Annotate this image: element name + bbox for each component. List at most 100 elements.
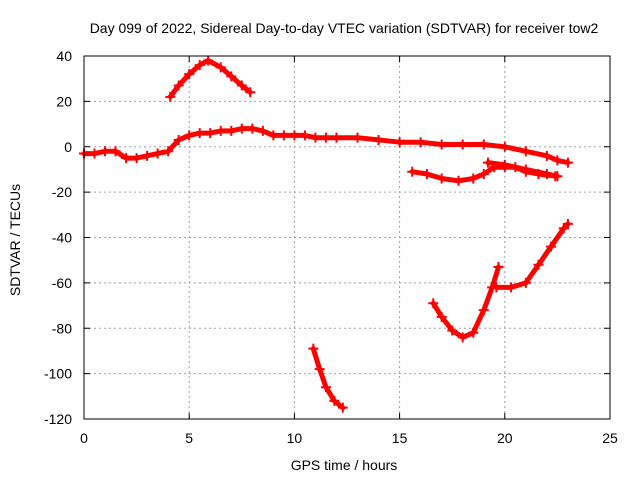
data-point (173, 80, 184, 91)
data-point (314, 364, 325, 375)
data-point (152, 148, 163, 159)
data-point (184, 69, 195, 80)
x-tick-label: 5 (185, 430, 193, 446)
data-point (421, 168, 432, 179)
data-point (236, 123, 247, 134)
data-point (89, 148, 100, 159)
x-tick-label: 10 (287, 430, 303, 446)
series-s5 (310, 346, 346, 411)
chart-title: Day 099 of 2022, Sidereal Day-to-day VTE… (90, 20, 599, 36)
data-point (415, 137, 426, 148)
data-point (100, 146, 111, 157)
data-point (320, 132, 331, 143)
data-point (478, 139, 489, 150)
data-point (329, 395, 340, 406)
y-tick-label: 0 (64, 139, 72, 155)
ticks-layer: 0 5 10 15 20 25 -120 -100 -80 -60 -40 -20 0 20 40 (44, 48, 618, 446)
y-tick-label: 40 (56, 48, 72, 64)
x-tick-label: 20 (497, 430, 513, 446)
data-point (131, 153, 142, 164)
data-point (278, 130, 289, 141)
data-point (121, 153, 132, 164)
y-tick-label: -40 (52, 230, 72, 246)
data-point (468, 327, 479, 338)
data-point (493, 261, 504, 272)
data-point (499, 141, 510, 152)
data-point (299, 130, 310, 141)
data-point (310, 132, 321, 143)
data-point (541, 168, 552, 179)
data-point (447, 325, 458, 336)
data-point (436, 311, 447, 322)
x-tick-label: 25 (602, 430, 618, 446)
data-point (247, 123, 258, 134)
data-point (215, 125, 226, 136)
data-point (482, 157, 493, 168)
data-point (194, 60, 205, 71)
x-axis-label: GPS time / hours (291, 457, 398, 473)
data-point (407, 166, 418, 177)
data-point (478, 305, 489, 316)
data-point (184, 130, 195, 141)
data-point (520, 164, 531, 175)
data-point (533, 259, 544, 270)
data-point (165, 91, 176, 102)
data-point (257, 125, 268, 136)
data-point (320, 382, 331, 393)
data-point (499, 159, 510, 170)
plot-frame (83, 55, 611, 420)
data-point (226, 125, 237, 136)
y-axis-label: SDTVAR / TECUs (7, 184, 23, 296)
data-point (337, 402, 348, 413)
data-point (215, 62, 226, 73)
data-point (562, 157, 573, 168)
data-point (268, 130, 279, 141)
data-point (331, 132, 342, 143)
data-point (552, 171, 563, 182)
data-point (457, 332, 468, 343)
y-tick-label: -20 (52, 184, 72, 200)
series-s7 (493, 221, 571, 290)
data-point (289, 130, 300, 141)
data-point (562, 218, 573, 229)
data-point (226, 71, 237, 82)
y-tick-label: 20 (56, 93, 72, 109)
series-layer (79, 55, 573, 413)
data-point (468, 173, 479, 184)
series-s2 (167, 58, 253, 100)
data-point (520, 277, 531, 288)
data-point (506, 282, 517, 293)
grid-layer (84, 56, 610, 419)
data-point (546, 241, 557, 252)
data-point (491, 282, 502, 293)
y-tick-label: -100 (44, 366, 72, 382)
data-point (373, 134, 384, 145)
series-s6 (430, 264, 501, 340)
data-point (428, 298, 439, 309)
data-point (436, 139, 447, 150)
data-point (457, 139, 468, 150)
data-point (110, 146, 121, 157)
data-point (173, 134, 184, 145)
data-point (352, 132, 363, 143)
data-point (163, 146, 174, 157)
data-point (308, 343, 319, 354)
data-point (394, 137, 405, 148)
data-point (236, 80, 247, 91)
data-point (194, 128, 205, 139)
y-tick-label: -80 (52, 320, 72, 336)
y-tick-label: -120 (44, 411, 72, 427)
data-point (453, 175, 464, 186)
data-point (520, 146, 531, 157)
x-tick-label: 15 (392, 430, 408, 446)
x-tick-label: 0 (80, 430, 88, 446)
data-point (478, 168, 489, 179)
data-point (552, 155, 563, 166)
data-point (436, 173, 447, 184)
data-point (205, 128, 216, 139)
data-point (142, 150, 153, 161)
y-tick-label: -60 (52, 275, 72, 291)
data-point (541, 150, 552, 161)
data-point (203, 55, 214, 66)
